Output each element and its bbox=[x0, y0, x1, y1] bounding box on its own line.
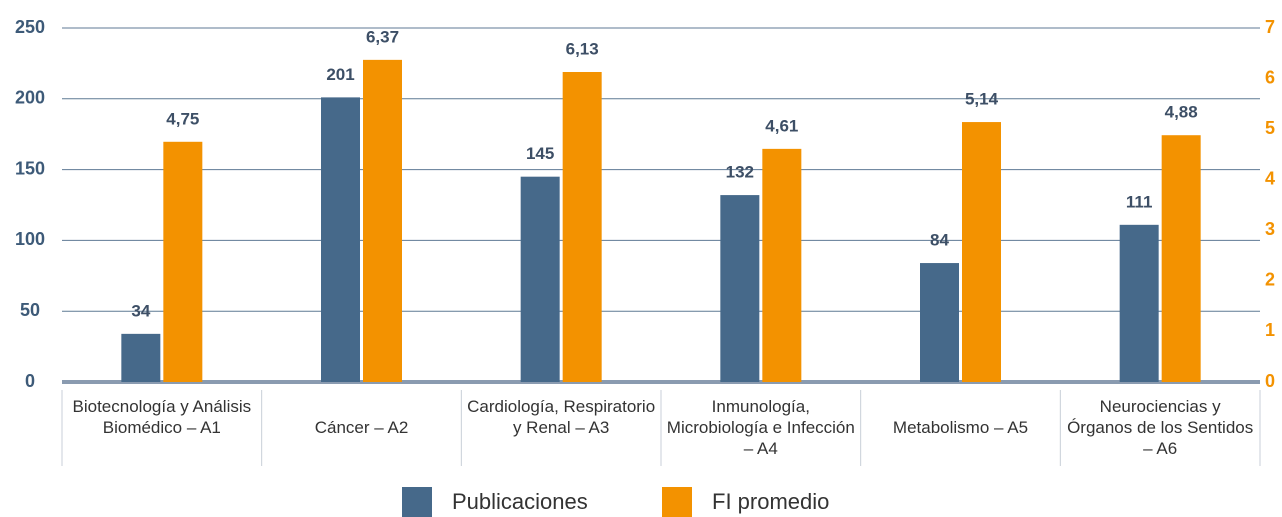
bar bbox=[520, 176, 560, 382]
bar bbox=[163, 141, 203, 382]
legend-label: FI promedio bbox=[712, 489, 829, 514]
data-label: 201 bbox=[326, 65, 354, 84]
legend-swatch bbox=[662, 487, 692, 517]
bar bbox=[121, 333, 161, 382]
data-label: 4,88 bbox=[1165, 103, 1198, 122]
bar bbox=[962, 122, 1001, 382]
bar bbox=[363, 59, 402, 383]
bar bbox=[1119, 224, 1159, 382]
data-label: 6,37 bbox=[366, 27, 399, 46]
x-tick-label: Inmunología, Microbiología e Infección –… bbox=[666, 397, 855, 458]
data-label: 145 bbox=[526, 144, 554, 163]
bar bbox=[1161, 135, 1201, 382]
bar bbox=[562, 71, 602, 383]
bar bbox=[321, 97, 360, 382]
y-tick-label: 200 bbox=[15, 88, 45, 108]
y2-tick-label: 7 bbox=[1265, 17, 1275, 37]
x-tick-label: Cardiología, Respiratorio y Renal – A3 bbox=[467, 397, 656, 437]
y2-tick-label: 3 bbox=[1265, 219, 1275, 239]
data-label: 4,61 bbox=[765, 116, 798, 135]
y2-tick-label: 1 bbox=[1265, 320, 1275, 340]
bar bbox=[920, 263, 959, 382]
y-tick-label: 150 bbox=[15, 158, 45, 178]
data-label: 111 bbox=[1126, 192, 1153, 211]
y2-tick-label: 2 bbox=[1265, 270, 1275, 290]
data-label: 34 bbox=[131, 301, 150, 320]
data-label: 5,14 bbox=[965, 90, 999, 109]
y-tick-label: 250 bbox=[15, 17, 45, 37]
x-tick-label: Cáncer – A2 bbox=[314, 418, 409, 437]
bar bbox=[762, 148, 802, 382]
y2-tick-label: 0 bbox=[1265, 371, 1275, 391]
bar bbox=[720, 195, 760, 382]
y2-tick-label: 6 bbox=[1265, 67, 1275, 87]
x-tick-label: Neurociencias y Órganos de los Sentidos … bbox=[1067, 397, 1254, 458]
y-tick-label: 100 bbox=[15, 229, 45, 249]
y2-tick-label: 4 bbox=[1265, 168, 1275, 188]
data-label: 4,75 bbox=[166, 109, 199, 128]
y2-tick-label: 5 bbox=[1265, 118, 1275, 138]
x-tick-label: Metabolismo – A5 bbox=[892, 418, 1029, 437]
legend-swatch bbox=[402, 487, 432, 517]
y-tick-label: 50 bbox=[20, 300, 40, 320]
data-label: 84 bbox=[930, 231, 949, 250]
data-label: 6,13 bbox=[566, 39, 599, 58]
y-tick-label: 0 bbox=[25, 371, 35, 391]
legend-label: Publicaciones bbox=[452, 489, 588, 514]
x-tick-label: Biotecnología y Análisis Biomédico – A1 bbox=[72, 397, 252, 437]
data-label: 132 bbox=[726, 163, 754, 182]
